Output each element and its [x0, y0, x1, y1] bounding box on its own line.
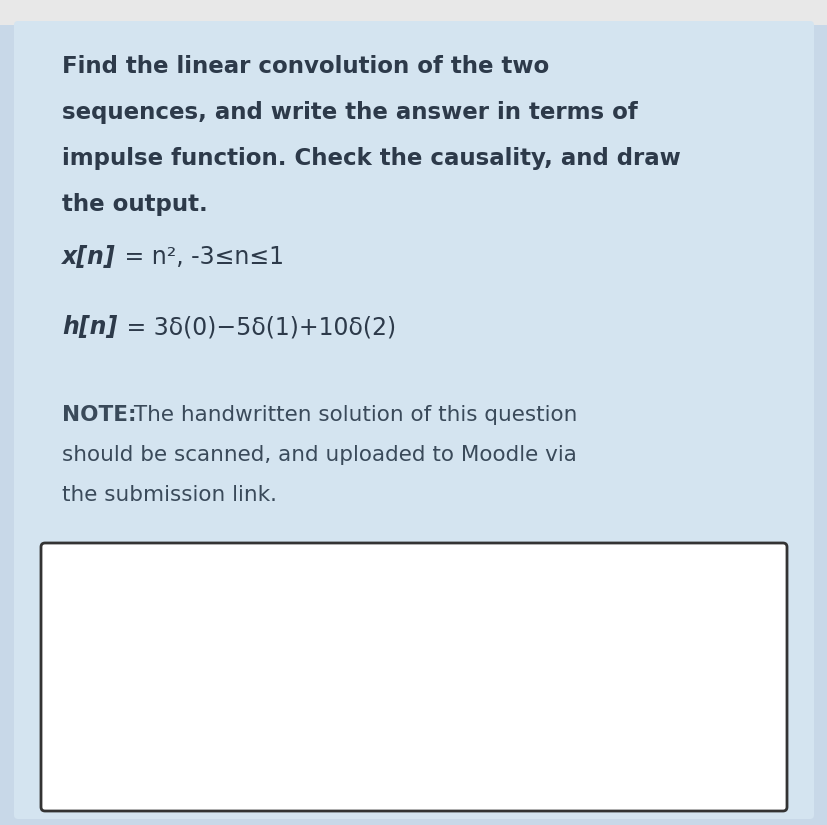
- Text: should be scanned, and uploaded to Moodle via: should be scanned, and uploaded to Moodl…: [62, 445, 576, 465]
- Text: the output.: the output.: [62, 193, 208, 216]
- FancyBboxPatch shape: [14, 21, 813, 819]
- Text: the submission link.: the submission link.: [62, 485, 277, 505]
- Text: sequences, and write the answer in terms of: sequences, and write the answer in terms…: [62, 101, 637, 124]
- Text: Find the linear convolution of the two: Find the linear convolution of the two: [62, 55, 548, 78]
- Bar: [0, 0, 827, 25]
- Text: NOTE:: NOTE:: [62, 405, 136, 425]
- Text: h[n]: h[n]: [62, 315, 117, 339]
- Text: = 3δ(0)−5δ(1)+10δ(2): = 3δ(0)−5δ(1)+10δ(2): [119, 315, 395, 339]
- Text: x[n]: x[n]: [62, 245, 116, 269]
- Text: impulse function. Check the causality, and draw: impulse function. Check the causality, a…: [62, 147, 680, 170]
- Text: = n², -3≤n≤1: = n², -3≤n≤1: [117, 245, 284, 269]
- FancyBboxPatch shape: [41, 543, 786, 811]
- Text: The handwritten solution of this question: The handwritten solution of this questio…: [127, 405, 576, 425]
